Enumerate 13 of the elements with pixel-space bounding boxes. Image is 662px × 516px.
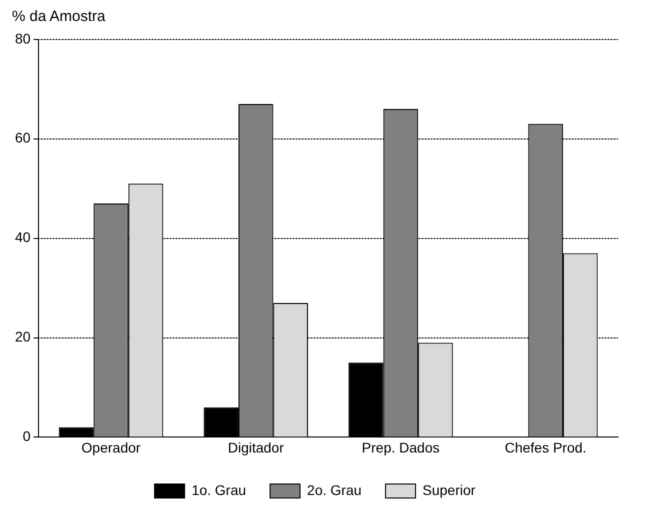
x-tick-label: Digitador [228,439,284,456]
y-tick-label: 40 [14,229,31,246]
y-tick-label: 80 [14,30,31,46]
y-tick-label: 20 [14,328,31,345]
x-tick-label: Prep. Dados [362,439,440,456]
x-tick-label: Operador [81,439,141,456]
y-tick-label: 0 [22,428,31,444]
y-axis-title: % da Amostra [12,8,106,27]
y-tick-label: 60 [14,130,31,146]
legend-label: 2o. Grau [307,482,362,498]
x-tick-label: Chefes Prod. [504,439,586,456]
legend-label: 1o. Grau [192,482,246,498]
legend-label: Superior [422,482,476,498]
